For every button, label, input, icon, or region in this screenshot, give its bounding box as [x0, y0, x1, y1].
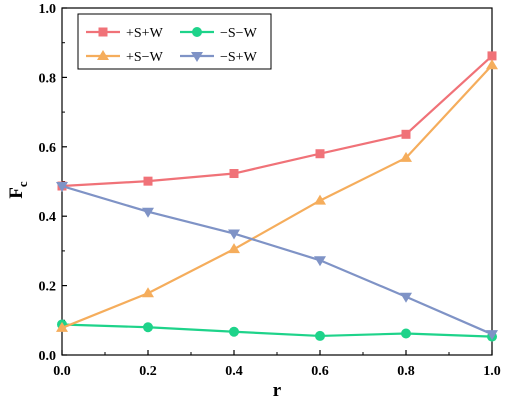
data-point	[229, 169, 239, 179]
x-tick-label: 1.0	[483, 364, 501, 379]
data-point	[56, 321, 68, 332]
series-1	[57, 51, 497, 191]
data-point	[142, 207, 154, 218]
y-tick-label: 0.0	[39, 349, 57, 364]
legend-swatch-marker	[191, 52, 203, 62]
legend-swatch-marker	[97, 50, 109, 60]
legend-label: +S−W	[126, 50, 164, 65]
data-point	[228, 229, 240, 240]
x-tick-label: 0.0	[53, 364, 71, 379]
data-point	[401, 129, 411, 139]
data-point	[143, 322, 153, 333]
series-line	[61, 64, 493, 329]
legend-item: +S+W	[86, 26, 164, 41]
data-point	[401, 328, 411, 339]
data-point	[142, 287, 154, 298]
series-4	[56, 182, 498, 341]
x-tick-label: 0.2	[139, 364, 157, 379]
x-tick-label: 0.6	[311, 364, 329, 379]
legend-item: −S+W	[180, 50, 258, 65]
series-line	[61, 55, 493, 188]
data-point	[486, 59, 498, 70]
legend-swatch-marker	[98, 27, 108, 37]
data-point	[315, 149, 325, 159]
data-point	[486, 330, 498, 341]
legend-item: −S−W	[180, 26, 258, 41]
y-tick-label: 0.4	[39, 210, 57, 225]
data-point	[400, 292, 412, 303]
y-tick-label: 1.0	[39, 2, 57, 17]
series-2	[57, 319, 497, 342]
data-point	[400, 151, 412, 162]
y-axis-title-main: F	[6, 187, 27, 199]
y-axis-title: Fc	[6, 181, 30, 199]
legend-swatch-marker	[192, 27, 202, 37]
x-tick-label: 0.4	[225, 364, 243, 379]
data-point	[315, 330, 325, 341]
legend-label: −S−W	[220, 26, 258, 41]
legend-box	[77, 13, 272, 70]
y-axis-title-subscript: c	[15, 181, 30, 187]
series-line	[61, 184, 493, 336]
y-tick-label: 0.6	[39, 141, 57, 156]
data-point	[228, 243, 240, 254]
data-point	[314, 194, 326, 205]
data-point	[143, 176, 153, 186]
x-tick-label: 0.8	[397, 364, 415, 379]
data-point	[314, 256, 326, 267]
data-point	[487, 51, 497, 61]
data-point	[229, 326, 239, 337]
legend-label: +S+W	[126, 26, 164, 41]
x-axis-title: r	[273, 380, 282, 401]
y-tick-label: 0.8	[39, 71, 57, 86]
data-point	[56, 182, 68, 193]
series-line	[61, 323, 493, 338]
legend-item: +S−W	[86, 50, 164, 65]
y-tick-label: 0.2	[39, 280, 57, 295]
legend: +S+W −S−W +S−W −S+W	[77, 13, 272, 70]
legend-label: −S+W	[220, 50, 258, 65]
series-3	[56, 59, 498, 332]
